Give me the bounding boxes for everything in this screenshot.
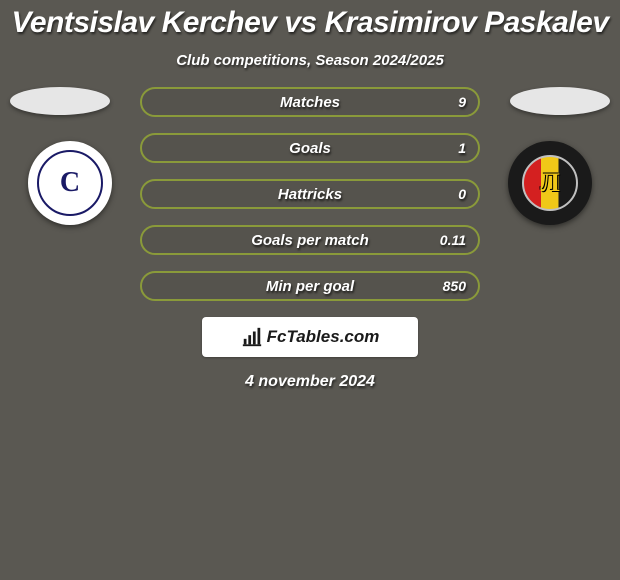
stat-label: Min per goal	[142, 273, 478, 299]
stat-row-goals-per-match: Goals per match 0.11	[140, 225, 480, 255]
stat-value-right: 0	[458, 181, 466, 207]
club-crest-right: Л	[508, 141, 592, 225]
player-left-photo-placeholder	[10, 87, 110, 115]
player-right-photo-placeholder	[510, 87, 610, 115]
snapshot-date: 4 november 2024	[0, 357, 620, 407]
barchart-icon	[241, 326, 263, 348]
stat-value-right: 9	[458, 89, 466, 115]
crest-right-letter: Л	[540, 168, 559, 198]
page-title: Ventsislav Kerchev vs Krasimirov Paskale…	[0, 0, 620, 42]
crest-right-stripes: Л	[522, 155, 578, 211]
stat-label: Matches	[142, 89, 478, 115]
stat-value-right: 1	[458, 135, 466, 161]
club-crest-left: C	[28, 141, 112, 225]
source-logo[interactable]: FcTables.com	[202, 317, 418, 357]
stat-row-hattricks: Hattricks 0	[140, 179, 480, 209]
stat-value-right: 850	[443, 273, 466, 299]
stats-column: Matches 9 Goals 1 Hattricks 0 Goals per …	[140, 87, 480, 301]
page-subtitle: Club competitions, Season 2024/2025	[0, 42, 620, 87]
comparison-area: C Л Matches 9 Goals 1 Hattricks 0 Goals …	[0, 87, 620, 301]
stat-label: Goals per match	[142, 227, 478, 253]
stat-row-goals: Goals 1	[140, 133, 480, 163]
stat-row-matches: Matches 9	[140, 87, 480, 117]
stat-label: Hattricks	[142, 181, 478, 207]
stat-row-min-per-goal: Min per goal 850	[140, 271, 480, 301]
crest-left-ring: C	[37, 150, 103, 216]
source-logo-text: FcTables.com	[267, 327, 380, 347]
stat-label: Goals	[142, 135, 478, 161]
stat-value-right: 0.11	[440, 227, 466, 253]
crest-left-letter: C	[60, 167, 80, 199]
